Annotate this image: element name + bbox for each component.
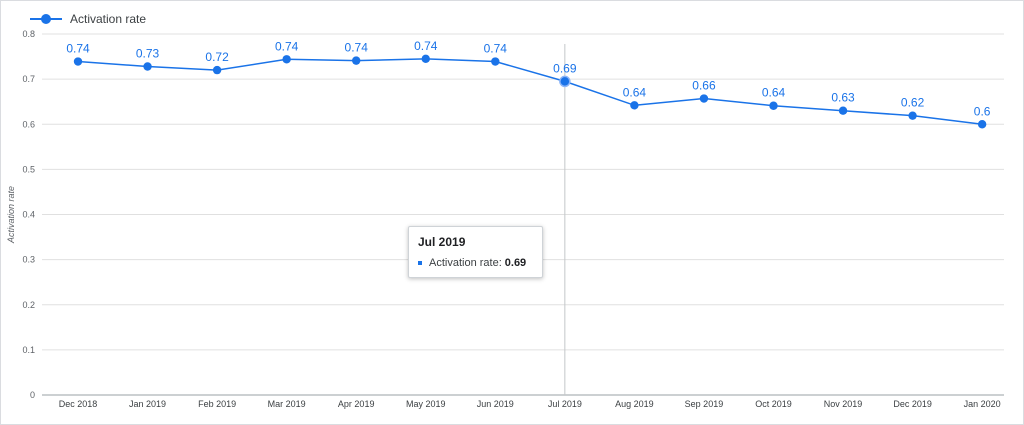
series-line bbox=[77, 58, 983, 125]
data-label: 0.74 bbox=[66, 42, 90, 56]
data-point bbox=[769, 101, 778, 110]
data-label: 0.74 bbox=[275, 39, 299, 53]
data-point bbox=[977, 120, 987, 129]
tooltip-series-square-icon bbox=[418, 261, 422, 265]
legend-label: Activation rate bbox=[70, 12, 147, 26]
data-point bbox=[143, 62, 152, 71]
x-tick-label: Jun 2019 bbox=[477, 399, 514, 409]
x-tick-label: Jul 2019 bbox=[548, 399, 582, 409]
data-label: 0.74 bbox=[484, 42, 508, 56]
x-tick-label: Jan 2020 bbox=[964, 399, 1001, 409]
y-axis-title: Activation rate bbox=[6, 186, 16, 244]
data-point bbox=[908, 111, 917, 120]
data-point bbox=[491, 57, 500, 66]
y-tick-label: 0.2 bbox=[22, 300, 35, 310]
x-tick-label: Mar 2019 bbox=[268, 399, 306, 409]
legend-marker-icon bbox=[30, 13, 62, 25]
y-tick-label: 0.6 bbox=[22, 119, 35, 129]
legend[interactable]: Activation rate bbox=[30, 12, 146, 26]
x-tick-label: Aug 2019 bbox=[615, 399, 654, 409]
data-label: 0.72 bbox=[205, 50, 229, 64]
x-tick-label: Nov 2019 bbox=[824, 399, 863, 409]
x-tick-label: Jan 2019 bbox=[129, 399, 166, 409]
x-tick-label: Oct 2019 bbox=[755, 399, 792, 409]
data-point bbox=[699, 94, 709, 103]
y-tick-label: 0 bbox=[30, 390, 35, 400]
x-tick-label: May 2019 bbox=[406, 399, 446, 409]
x-tick-label: Dec 2018 bbox=[59, 399, 98, 409]
y-tick-label: 0.3 bbox=[22, 255, 35, 265]
data-label: 0.66 bbox=[692, 79, 716, 93]
data-point bbox=[73, 57, 83, 66]
data-label: 0.63 bbox=[831, 91, 855, 105]
tooltip-row: Activation rate: 0.69 bbox=[418, 257, 526, 269]
y-tick-label: 0.1 bbox=[22, 345, 35, 355]
y-tick-label: 0.7 bbox=[22, 74, 35, 84]
y-tick-label: 0.5 bbox=[22, 164, 35, 174]
data-label: 0.69 bbox=[553, 61, 577, 75]
x-tick-label: Apr 2019 bbox=[338, 399, 375, 409]
data-label: 0.64 bbox=[762, 86, 786, 100]
data-point bbox=[630, 101, 639, 110]
x-tick-label: Sep 2019 bbox=[685, 399, 724, 409]
data-label: 0.73 bbox=[136, 46, 160, 60]
x-tick-label: Dec 2019 bbox=[893, 399, 932, 409]
y-tick-label: 0.8 bbox=[22, 29, 35, 39]
data-label: 0.74 bbox=[345, 41, 369, 55]
tooltip-series-label: Activation rate: bbox=[429, 257, 502, 269]
data-label: 0.64 bbox=[623, 85, 647, 99]
data-point bbox=[282, 55, 291, 64]
data-point bbox=[838, 106, 848, 115]
data-point bbox=[421, 54, 430, 64]
data-label: 0.62 bbox=[901, 96, 925, 110]
y-tick-label: 0.4 bbox=[22, 210, 35, 220]
tooltip-value: 0.69 bbox=[504, 257, 527, 269]
data-point bbox=[559, 75, 571, 88]
data-label: 0.6 bbox=[974, 104, 991, 118]
data-point bbox=[212, 65, 222, 75]
x-tick-label: Feb 2019 bbox=[198, 399, 236, 409]
tooltip-title: Jul 2019 bbox=[418, 235, 466, 249]
data-label: 0.74 bbox=[414, 39, 438, 53]
data-point bbox=[352, 56, 361, 65]
chart-tooltip: Jul 2019 Activation rate: 0.69 bbox=[408, 226, 543, 278]
